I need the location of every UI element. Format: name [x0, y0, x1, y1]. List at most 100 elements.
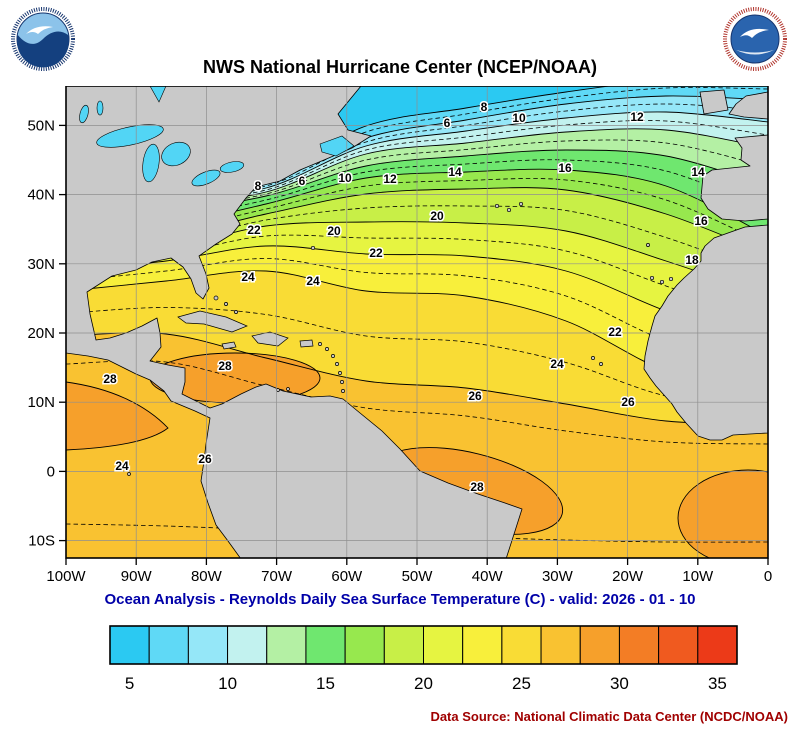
x-axis-tick-label: 10W: [682, 568, 714, 585]
cuba-island: [177, 310, 248, 333]
data-source-credit: Data Source: National Climatic Data Cent…: [430, 709, 788, 724]
x-axis-tick-label: 40W: [472, 568, 504, 585]
contour-label: 24: [241, 270, 255, 284]
contour-label: 18: [685, 253, 699, 267]
contour-label: 8: [481, 100, 488, 114]
colorbar-cell: [148, 625, 189, 665]
nws-gull-icon: [740, 28, 769, 38]
sst-warm-region: [677, 469, 768, 558]
sst-contour-line-dashed: [66, 178, 768, 246]
colorbar-cell: [501, 625, 542, 665]
axis-ticks: [59, 124, 769, 565]
x-axis-tick-label: 20W: [612, 568, 644, 585]
contour-labels-layer: 8 6 10 12 14 16 14 6 8 10 12 16 18 22 20 20 22 24 24 22 24 26…: [102, 99, 710, 496]
contour-label: 22: [247, 223, 261, 237]
sst-contour-line: [66, 332, 768, 425]
contour-label: 16: [694, 214, 708, 228]
nws-logo-icon: [720, 4, 790, 74]
colorbar-cell: [109, 625, 150, 665]
page-title: NWS National Hurricane Center (NCEP/NOAA…: [202, 57, 598, 77]
x-axis-tick-label: 90W: [121, 568, 153, 585]
contour-label: 10: [338, 171, 352, 185]
great-lakes: [79, 100, 245, 187]
y-axis-tick-label: 40N: [27, 187, 55, 204]
colorbar-cell: [266, 625, 307, 665]
puerto-rico-island: [299, 339, 314, 348]
x-axis-tick-label: 50W: [402, 568, 434, 585]
contour-label: 22: [608, 325, 622, 339]
contour-label: 26: [468, 389, 482, 403]
contour-label: 14: [448, 165, 462, 179]
colorbar-tick-label: 35: [708, 674, 727, 693]
colorbar-cell: [658, 625, 699, 665]
africa-landmass: [643, 224, 768, 441]
colorbar-cells: [109, 625, 738, 665]
noaa-seal-graphic: [10, 6, 76, 72]
x-axis-tick-label: 30W: [542, 568, 574, 585]
y-axis-tick-label: 50N: [27, 117, 55, 134]
colorbar-cell: [540, 625, 581, 665]
sst-map: 100W 90W 80W 70W 60W 50W 40W 30W 20W 10W 0 50N 40N 3…: [27, 86, 772, 585]
contour-label: 24: [306, 274, 320, 288]
colorbar-cell: [579, 625, 620, 665]
small-islands: [127, 201, 674, 476]
y-axis-tick-label: 10S: [28, 533, 55, 550]
sst-warm-region: [66, 381, 169, 451]
jamaica-island: [221, 341, 237, 350]
x-axis-labels: 100W 90W 80W 70W 60W 50W 40W 30W 20W 10W 0: [46, 568, 772, 585]
sst-contour-line-dashed: [66, 103, 768, 196]
james-bay: [149, 86, 167, 103]
sst-contour-line-dashed: [66, 87, 768, 187]
gulf-of-st-lawrence: [319, 135, 355, 157]
contour-label: 6: [299, 174, 306, 188]
colorbar-labels: 5 10 15 20 25 30 35: [125, 674, 727, 693]
contour-label: 26: [621, 395, 635, 409]
y-axis-tick-label: 30N: [27, 256, 55, 273]
contour-label: 20: [327, 224, 341, 238]
sst-colorbar: 5 10 15 20 25 30 35: [109, 625, 738, 693]
colorbar-tick-label: 10: [218, 674, 237, 693]
x-axis-tick-label: 0: [764, 568, 772, 585]
noaa-logo-icon: [8, 4, 78, 74]
nws-seal-graphic: [722, 6, 788, 72]
contour-label: 6: [444, 116, 451, 130]
contour-label: 28: [103, 372, 117, 386]
contour-label: 28: [218, 359, 232, 373]
sst-contour-line-dashed: [66, 307, 768, 411]
sst-contour-line-dashed: [66, 159, 768, 220]
contour-label: 24: [115, 459, 129, 473]
colorbar-tick-label: 30: [610, 674, 629, 693]
x-axis-tick-label: 70W: [261, 568, 293, 585]
y-axis-tick-label: 10N: [27, 394, 55, 411]
colorbar-cell: [187, 625, 229, 665]
colorbar-tick-label: 15: [316, 674, 335, 693]
iberia-france-landmass: [700, 134, 768, 222]
colorbar-tick-label: 5: [125, 674, 134, 693]
colorbar-cell: [462, 625, 503, 665]
colorbar-cell: [383, 625, 424, 665]
contour-label: 28: [470, 480, 484, 494]
americas-landmass: [66, 86, 523, 558]
colorbar-cell: [697, 625, 738, 665]
y-axis-tick-label: 0: [47, 463, 55, 480]
colorbar-cell: [344, 625, 385, 665]
land-layer: [66, 86, 768, 558]
contour-label: 20: [430, 209, 444, 223]
chart-caption: Ocean Analysis - Reynolds Daily Sea Surf…: [104, 591, 696, 608]
contour-label: 8: [255, 179, 262, 193]
sst-contour-line-dashed: [66, 205, 768, 276]
contour-label: 24: [550, 357, 564, 371]
grid-lines: [66, 86, 768, 558]
y-axis-labels: 50N 40N 30N 20N 10N 0 10S: [27, 117, 55, 549]
y-axis-tick-label: 20N: [27, 325, 55, 342]
colorbar-cell: [618, 625, 660, 665]
contour-label: 16: [558, 161, 572, 175]
contour-label: 14: [691, 165, 705, 179]
contour-label: 12: [630, 110, 644, 124]
colorbar-cell: [227, 625, 268, 665]
x-axis-tick-label: 60W: [331, 568, 363, 585]
ireland-landmass: [699, 89, 729, 115]
contour-label: 10: [512, 111, 526, 125]
colorbar-tick-label: 25: [512, 674, 531, 693]
